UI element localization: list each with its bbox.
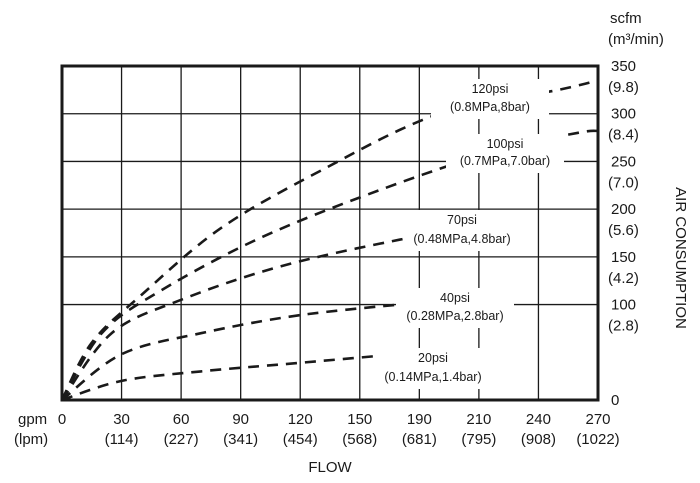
series-label: 20psi <box>418 351 448 365</box>
series-label: 120psi <box>472 82 509 96</box>
y-tick-label: 250 <box>611 153 636 170</box>
series-sublabel: (0.48MPa,4.8bar) <box>413 232 510 246</box>
x-tick-labels: 0 30 (114) 60 (227) 90 (341) 120 (454) 150 (568) 19… <box>58 411 620 448</box>
series-sublabel: (0.7MPa,7.0bar) <box>460 154 550 168</box>
y-axis-title: AIR CONSUMPTION <box>672 187 689 329</box>
y-tick-labels: 0 100 (2.8) 150 (4.2) 200 (5.6) 250 (7.0) 300 (8.4… <box>608 58 639 409</box>
x-tick-label: 240 <box>526 411 551 428</box>
x-tick-secondary-label: (908) <box>521 431 556 448</box>
x-tick-secondary-label: (341) <box>223 431 258 448</box>
annotation-background <box>446 134 564 173</box>
x-unit-label: gpm <box>18 411 47 428</box>
x-tick-secondary-label: (795) <box>461 431 496 448</box>
series-annotations: 120psi (0.8MPa,8bar) 100psi (0.7MPa,7.0bar)… <box>374 79 564 389</box>
y-tick-secondary-label: (5.6) <box>608 222 639 239</box>
y-tick-label: 200 <box>611 201 636 218</box>
x-tick-secondary-label: (1022) <box>576 431 619 448</box>
series-sublabel: (0.14MPa,1.4bar) <box>384 370 481 384</box>
x-tick-label: 190 <box>407 411 432 428</box>
x-tick-label: 90 <box>232 411 249 428</box>
annotation-background <box>431 79 549 119</box>
y-tick-secondary-label: (9.8) <box>608 79 639 96</box>
x-tick-label: 270 <box>585 411 610 428</box>
y-tick-label: 150 <box>611 249 636 266</box>
series-sublabel: (0.28MPa,2.8bar) <box>406 309 503 323</box>
x-tick-label: 150 <box>347 411 372 428</box>
x-tick-label: 60 <box>173 411 190 428</box>
series-line-20psi <box>61 351 420 402</box>
series-sublabel: (0.8MPa,8bar) <box>450 100 530 114</box>
series-label: 70psi <box>447 213 477 227</box>
y-tick-secondary-label: (4.2) <box>608 270 639 287</box>
x-tick-secondary-label: (114) <box>105 431 139 448</box>
x-tick-secondary-label: (568) <box>342 431 377 448</box>
annotation-background <box>374 348 492 389</box>
y-unit-label: scfm <box>610 10 642 27</box>
x-tick-secondary-label: (227) <box>164 431 199 448</box>
y-unit-secondary-label: (m³/min) <box>608 31 664 48</box>
plot-frame <box>60 64 600 402</box>
x-unit-secondary-label: (lpm) <box>14 431 48 448</box>
x-tick-label: 30 <box>113 411 130 428</box>
y-tick-label: 100 <box>611 297 636 314</box>
x-axis-title: FLOW <box>308 459 352 476</box>
x-tick-secondary-label: (454) <box>283 431 318 448</box>
annotation-background <box>396 288 514 328</box>
x-tick-secondary-label: (681) <box>402 431 437 448</box>
y-tick-secondary-label: (7.0) <box>608 174 639 191</box>
series-label: 40psi <box>440 291 470 305</box>
y-tick-label: 0 <box>611 392 619 409</box>
series-label: 100psi <box>487 137 524 151</box>
y-tick-secondary-label: (8.4) <box>608 127 639 144</box>
y-tick-label: 300 <box>611 106 636 123</box>
annotation-background <box>403 210 521 251</box>
y-tick-label: 350 <box>611 58 636 75</box>
x-tick-label: 0 <box>58 411 66 428</box>
x-tick-label: 120 <box>288 411 313 428</box>
y-tick-secondary-label: (2.8) <box>608 318 639 335</box>
x-tick-label: 210 <box>466 411 491 428</box>
series-line-40psi <box>61 301 420 402</box>
